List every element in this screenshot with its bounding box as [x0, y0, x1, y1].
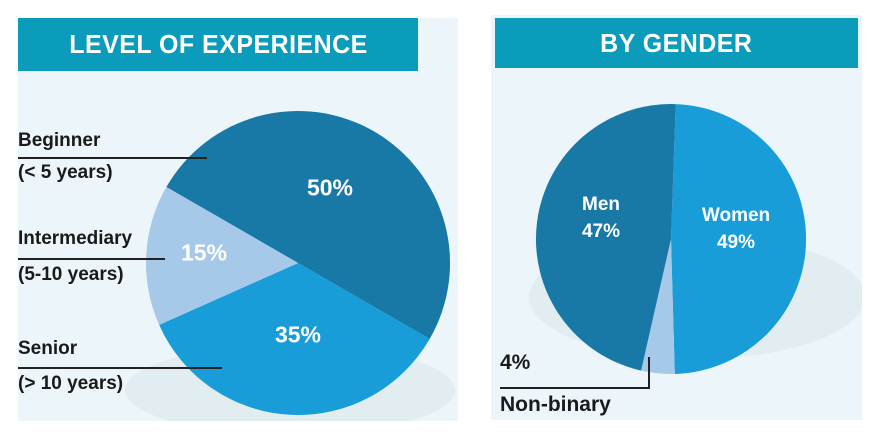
gender-label-men: Men 47%	[582, 191, 620, 245]
experience-pct-beginner: 50%	[306, 174, 354, 201]
men-pct: 47%	[581, 221, 621, 242]
pie-slice-beginner	[166, 110, 451, 339]
pie-slice-senior	[159, 263, 430, 416]
legend-senior-label: Senior	[18, 338, 78, 359]
senior-callout-line	[18, 367, 222, 369]
gender-pie-chart	[529, 103, 862, 375]
pie-slice-women	[671, 104, 807, 374]
nonbinary-pct: 4%	[500, 351, 531, 374]
gender-title-banner: BY GENDER	[495, 18, 858, 68]
legend-intermediary-label: Intermediary	[18, 228, 133, 249]
women-pct: 49%	[716, 232, 756, 253]
women-label: Women	[701, 205, 771, 226]
pie-slice-intermediary	[145, 187, 298, 325]
nonbinary-callout-line	[500, 357, 650, 389]
legend-senior-sublabel: (> 10 years)	[18, 373, 124, 394]
legend-beginner-sublabel: (< 5 years)	[18, 162, 113, 183]
experience-title: LEVEL OF EXPERIENCE	[68, 29, 368, 59]
men-label: Men	[582, 194, 620, 215]
nonbinary-label: Non-binary	[500, 393, 611, 416]
experience-pct-senior: 35%	[274, 321, 322, 348]
experience-title-banner: LEVEL OF EXPERIENCE	[18, 18, 418, 71]
pie-slice-men	[535, 103, 676, 371]
intermediary-callout-line	[18, 258, 165, 260]
pie-slice-non-binary	[641, 239, 675, 375]
gender-panel: BY GENDER Men 47% Women 49% 4% Non-binar…	[491, 15, 862, 420]
gender-label-women: Women 49%	[702, 202, 770, 256]
legend-beginner-label: Beginner	[18, 130, 101, 151]
experience-pie-chart	[125, 110, 455, 421]
beginner-callout-line	[18, 157, 207, 159]
gender-title: BY GENDER	[600, 27, 753, 58]
experience-panel: LEVEL OF EXPERIENCE Beginner (< 5 years)…	[18, 18, 458, 421]
experience-pct-intermediary: 15%	[180, 239, 228, 266]
legend-intermediary-sublabel: (5-10 years)	[18, 264, 124, 285]
